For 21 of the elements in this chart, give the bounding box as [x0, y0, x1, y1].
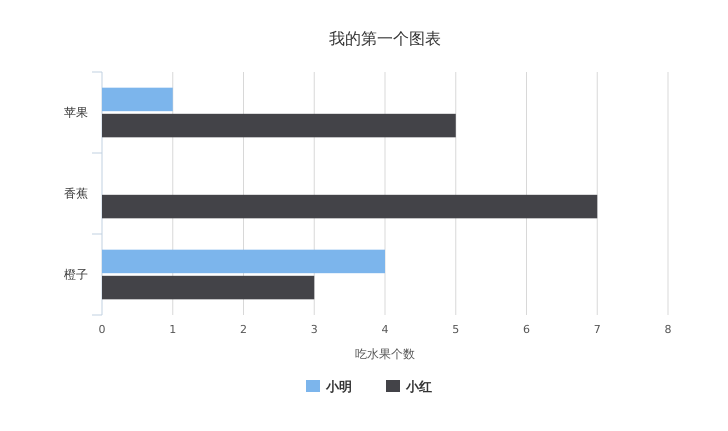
legend-label: 小红: [405, 380, 432, 395]
x-tick-label: 7: [594, 323, 601, 336]
x-tick-label: 1: [169, 323, 176, 336]
x-tick-label: 3: [310, 323, 318, 336]
x-tick-label: 5: [452, 323, 460, 336]
x-axis-title: 吃水果个数: [355, 347, 415, 361]
chart-title: 我的第一个图表: [329, 29, 441, 48]
bar: [102, 250, 385, 274]
x-tick-label: 0: [98, 323, 106, 336]
bar: [102, 276, 314, 300]
bar: [102, 114, 456, 138]
x-tick-label: 6: [523, 323, 530, 336]
y-tick-label: 橙子: [64, 268, 88, 282]
legend-label: 小明: [325, 380, 352, 395]
bar: [102, 194, 598, 218]
x-tick-label: 8: [664, 323, 672, 336]
y-tick-label: 苹果: [64, 106, 88, 120]
bar: [102, 88, 173, 112]
x-tick-label: 4: [382, 323, 388, 336]
y-tick-label: 香蕉: [64, 186, 88, 200]
x-tick-label: 2: [240, 323, 247, 336]
